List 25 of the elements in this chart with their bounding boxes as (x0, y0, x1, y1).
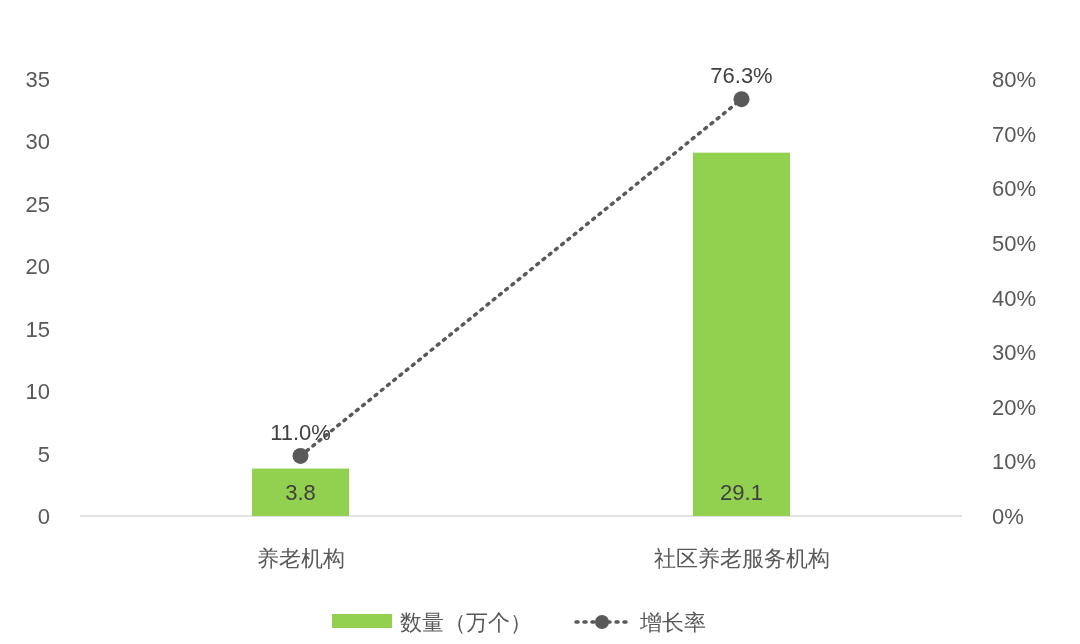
y-tick-label: 25 (25, 191, 50, 217)
y2-tick-label: 0% (992, 504, 1024, 529)
y-tick-label: 10 (25, 379, 50, 405)
y-tick-label: 35 (25, 67, 50, 92)
y2-tick-label: 50% (992, 230, 1037, 256)
data-label: 3.8 (285, 480, 316, 505)
legend-label: 数量（万个） (400, 610, 532, 635)
x-tick-label: 养老机构 (256, 546, 345, 571)
y-tick-label: 30 (25, 129, 50, 155)
data-label: 76.3% (710, 63, 773, 89)
legend-label: 增长率 (639, 610, 706, 635)
y2-tick-label: 70% (992, 121, 1037, 147)
x-tick-label: 社区养老服务机构 (653, 546, 830, 571)
y-tick-label: 20 (25, 254, 50, 280)
y-tick-label: 15 (25, 316, 50, 342)
y2-tick-label: 30% (992, 340, 1037, 366)
y-tick-label: 5 (37, 441, 50, 467)
y2-tick-label: 80% (992, 67, 1037, 92)
y2-tick-label: 60% (992, 176, 1037, 202)
y2-tick-label: 20% (992, 394, 1037, 420)
data-label: 11.0% (270, 419, 331, 445)
y-tick-label: 0 (37, 504, 50, 529)
y2-tick-label: 10% (992, 449, 1037, 475)
data-label: 29.1 (720, 480, 763, 505)
y2-tick-label: 40% (992, 285, 1037, 311)
